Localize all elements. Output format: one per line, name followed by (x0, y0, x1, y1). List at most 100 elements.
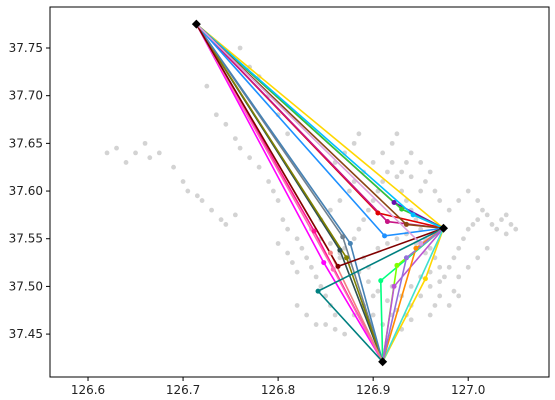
background-point (465, 226, 471, 232)
background-point (356, 131, 362, 137)
background-point (385, 169, 390, 175)
background-point (323, 322, 329, 327)
background-point (465, 188, 471, 194)
background-point (313, 322, 319, 327)
background-point (475, 198, 481, 203)
background-point (308, 264, 314, 270)
y-tick-label: 37.45 (9, 327, 43, 341)
route-stop (410, 212, 416, 218)
route-stop (335, 263, 341, 269)
background-point (508, 222, 514, 227)
background-point (299, 245, 305, 251)
background-point (465, 264, 471, 270)
route-stop (382, 233, 388, 239)
background-point (456, 198, 462, 203)
route-stop (403, 255, 409, 261)
background-point (204, 83, 210, 89)
background-point (456, 274, 462, 280)
background-point (342, 331, 348, 337)
background-point (370, 160, 376, 165)
background-point (494, 226, 500, 232)
depot-markers (191, 19, 448, 367)
route-line (195, 23, 384, 363)
background-point (408, 284, 414, 289)
depot-marker (191, 19, 201, 29)
y-axis: 37.45 37.50 37.55 37.60 37.65 37.70 37.75 (9, 41, 50, 341)
plot-frame (49, 6, 550, 378)
route-line (381, 227, 445, 363)
background-point (389, 140, 395, 146)
background-point (470, 222, 476, 227)
background-point (408, 317, 414, 323)
background-point (327, 241, 333, 246)
x-tick-label: 126.7 (166, 383, 200, 397)
route-stop (337, 247, 343, 253)
background-point (394, 174, 400, 180)
background-point (275, 241, 281, 246)
x-tick-label: 126.8 (261, 383, 295, 397)
route-stop (340, 234, 346, 240)
route-stop (403, 221, 409, 227)
y-tick-label: 37.60 (9, 184, 43, 198)
background-point (318, 284, 324, 289)
background-point (185, 188, 191, 194)
background-point (446, 207, 452, 213)
background-point (327, 207, 333, 213)
route-lines (195, 23, 445, 363)
background-point (256, 164, 262, 170)
background-point (294, 303, 300, 308)
background-point (289, 260, 295, 265)
route-stop (394, 262, 400, 268)
x-tick-label: 126.9 (356, 383, 390, 397)
background-point (399, 169, 405, 175)
background-point (180, 179, 186, 184)
background-point (437, 279, 443, 285)
background-point (437, 293, 443, 299)
background-point (285, 226, 291, 232)
background-point (199, 198, 205, 203)
background-point (133, 150, 138, 156)
background-point (442, 274, 447, 280)
background-point (209, 207, 214, 213)
background-point (394, 236, 400, 242)
background-point (194, 193, 200, 199)
background-point (427, 284, 433, 289)
y-tick-label: 37.65 (9, 136, 43, 150)
background-point (427, 169, 433, 175)
background-point (475, 217, 481, 223)
background-point (285, 250, 291, 256)
background-point (404, 160, 409, 165)
route-stop (378, 278, 384, 284)
background-point (366, 279, 371, 285)
background-point (446, 264, 452, 270)
x-tick-label: 126.6 (71, 383, 105, 397)
background-point (247, 155, 253, 161)
y-tick-label: 37.50 (9, 279, 43, 293)
route-stop (321, 260, 327, 266)
background-point (147, 155, 153, 161)
background-point (232, 136, 238, 141)
route-stop (315, 288, 321, 294)
background-point (432, 188, 438, 194)
background-point (389, 160, 395, 165)
background-point (370, 312, 376, 318)
x-tick-label: 127.0 (451, 383, 485, 397)
route-stop (375, 210, 381, 216)
background-point (356, 226, 362, 232)
background-point (337, 255, 343, 261)
background-point (408, 174, 414, 180)
background-point (484, 212, 490, 218)
background-point (432, 303, 438, 308)
background-point (446, 303, 452, 308)
route-stop (391, 199, 397, 205)
background-point (427, 245, 433, 251)
background-point (237, 145, 243, 151)
route-stop (347, 240, 353, 246)
background-point (337, 198, 343, 203)
background-point (503, 231, 509, 237)
background-point (347, 188, 352, 194)
background-point (237, 45, 243, 51)
route-stop (344, 255, 350, 261)
route-stop (422, 276, 428, 282)
background-point (104, 150, 110, 156)
